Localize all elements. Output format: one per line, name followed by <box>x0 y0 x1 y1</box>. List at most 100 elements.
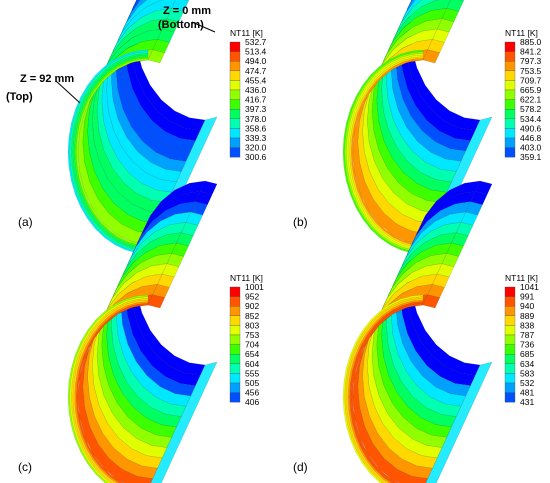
legend-swatch <box>504 363 516 374</box>
legend-swatch <box>504 118 516 129</box>
legend-swatch <box>504 392 516 403</box>
annotations: Z = 0 mm (Bottom) Z = 92 mm (Top) <box>6 5 216 104</box>
legend-value: 474.7 <box>245 66 267 76</box>
legend-swatch <box>504 147 516 158</box>
legend-title: NT11 [K] <box>230 273 263 283</box>
legend-swatch <box>504 109 516 119</box>
legend-swatch <box>229 41 241 52</box>
panels-root: NT11 [K]532.7513.4494.0474.7455.4436.041… <box>18 0 542 483</box>
legend-value: 665.9 <box>520 85 542 95</box>
panel-letter: (c) <box>18 460 32 474</box>
legend-value: 753.5 <box>520 66 542 76</box>
legend-swatch <box>504 137 516 148</box>
legend-value: 403.0 <box>520 143 542 153</box>
legend-value: 446.8 <box>520 133 542 143</box>
legend-value: 704 <box>245 340 259 350</box>
legend-value: 378.0 <box>245 114 267 124</box>
legend-swatch <box>504 315 516 326</box>
legend-value: 406 <box>245 397 259 407</box>
legend-value: 513.4 <box>245 47 267 57</box>
legend-value: 787 <box>520 330 534 340</box>
top-wall-band <box>183 0 190 2</box>
legend-swatch <box>229 296 241 307</box>
legend-swatch <box>229 137 241 148</box>
cross-section-ring <box>71 298 149 483</box>
legend-swatch <box>504 286 516 297</box>
legend-value: 885.0 <box>520 37 542 47</box>
legend-value: 803 <box>245 320 259 330</box>
legend-swatch <box>504 354 516 364</box>
legend-value: 1001 <box>245 282 264 292</box>
bottom-leader-line <box>191 21 216 33</box>
legend-value: 622.1 <box>520 95 542 105</box>
legend-value: 490.6 <box>520 123 542 133</box>
legend-value: 1041 <box>520 282 539 292</box>
legend-swatch <box>504 80 516 91</box>
legend-value: 436.0 <box>245 85 267 95</box>
legend-value: 654 <box>245 349 259 359</box>
cut-face <box>150 361 218 483</box>
cross-section-ring <box>351 303 424 483</box>
bottom-paren-label: (Bottom) <box>158 19 204 31</box>
legend-value: 952 <box>245 292 259 302</box>
top-leader-line <box>55 80 81 104</box>
legend-value: 416.7 <box>245 95 267 105</box>
legend-swatch <box>229 89 241 100</box>
legend-value: 940 <box>520 301 534 311</box>
legend-value: 797.3 <box>520 56 542 66</box>
legend-value: 634 <box>520 359 534 369</box>
legend-swatch <box>229 51 241 62</box>
legend-value: 494.0 <box>245 56 267 66</box>
legend-swatch <box>229 99 241 110</box>
legend-value: 532 <box>520 378 534 388</box>
panel-d: NT11 [K]10419919408898387877366856345835… <box>293 180 539 483</box>
cross-section-ring <box>76 303 149 483</box>
legend-swatch <box>504 41 516 52</box>
legend: NT11 [K]10019529028528037537046546045555… <box>229 273 264 407</box>
legend-swatch <box>504 382 516 393</box>
legend-swatch <box>504 70 516 81</box>
legend-swatch <box>504 128 516 139</box>
legend-value: 481 <box>520 388 534 398</box>
legend-title: NT11 [K] <box>505 28 538 38</box>
legend: NT11 [K]10419919408898387877366856345835… <box>504 273 539 407</box>
panel-letter: (a) <box>18 215 33 229</box>
top-wall-band <box>199 180 218 195</box>
legend-swatch <box>229 344 241 355</box>
top-wall-band <box>458 0 465 2</box>
legend-value: 358.6 <box>245 123 267 133</box>
legend-swatch <box>229 354 241 364</box>
legend-value: 534.4 <box>520 114 542 124</box>
legend-swatch <box>504 373 516 384</box>
top-label: Z = 92 mm <box>20 73 74 85</box>
panel-letter: (d) <box>293 460 308 474</box>
legend-title: NT11 [K] <box>230 28 263 38</box>
cut-face <box>425 361 493 483</box>
panel-a: NT11 [K]532.7513.4494.0474.7455.4436.041… <box>18 0 267 255</box>
legend-swatch <box>229 325 241 336</box>
legend-value: 753 <box>245 330 259 340</box>
legend-value: 300.6 <box>245 152 267 162</box>
legend-swatch <box>504 51 516 62</box>
legend-value: 838 <box>520 320 534 330</box>
legend-value: 709.7 <box>520 75 542 85</box>
legend-swatch <box>229 306 241 316</box>
legend-value: 320.0 <box>245 143 267 153</box>
legend-value: 991 <box>520 292 534 302</box>
legend-swatch <box>229 147 241 158</box>
legend-value: 578.2 <box>520 104 542 114</box>
legend-swatch <box>229 382 241 393</box>
legend-swatch <box>229 373 241 384</box>
legend-value: 889 <box>520 311 534 321</box>
cross-section-ring <box>346 298 424 483</box>
legend-value: 456 <box>245 388 259 398</box>
legend-swatch <box>229 392 241 403</box>
legend: NT11 [K]532.7513.4494.0474.7455.4436.041… <box>229 28 267 162</box>
panel-b: NT11 [K]885.0841.2797.3753.5709.7665.962… <box>293 0 542 255</box>
legend-swatch <box>504 344 516 355</box>
bottom-label: Z = 0 mm <box>163 5 211 17</box>
legend-value: 604 <box>245 359 259 369</box>
legend-value: 431 <box>520 397 534 407</box>
top-wall-band <box>474 180 493 195</box>
